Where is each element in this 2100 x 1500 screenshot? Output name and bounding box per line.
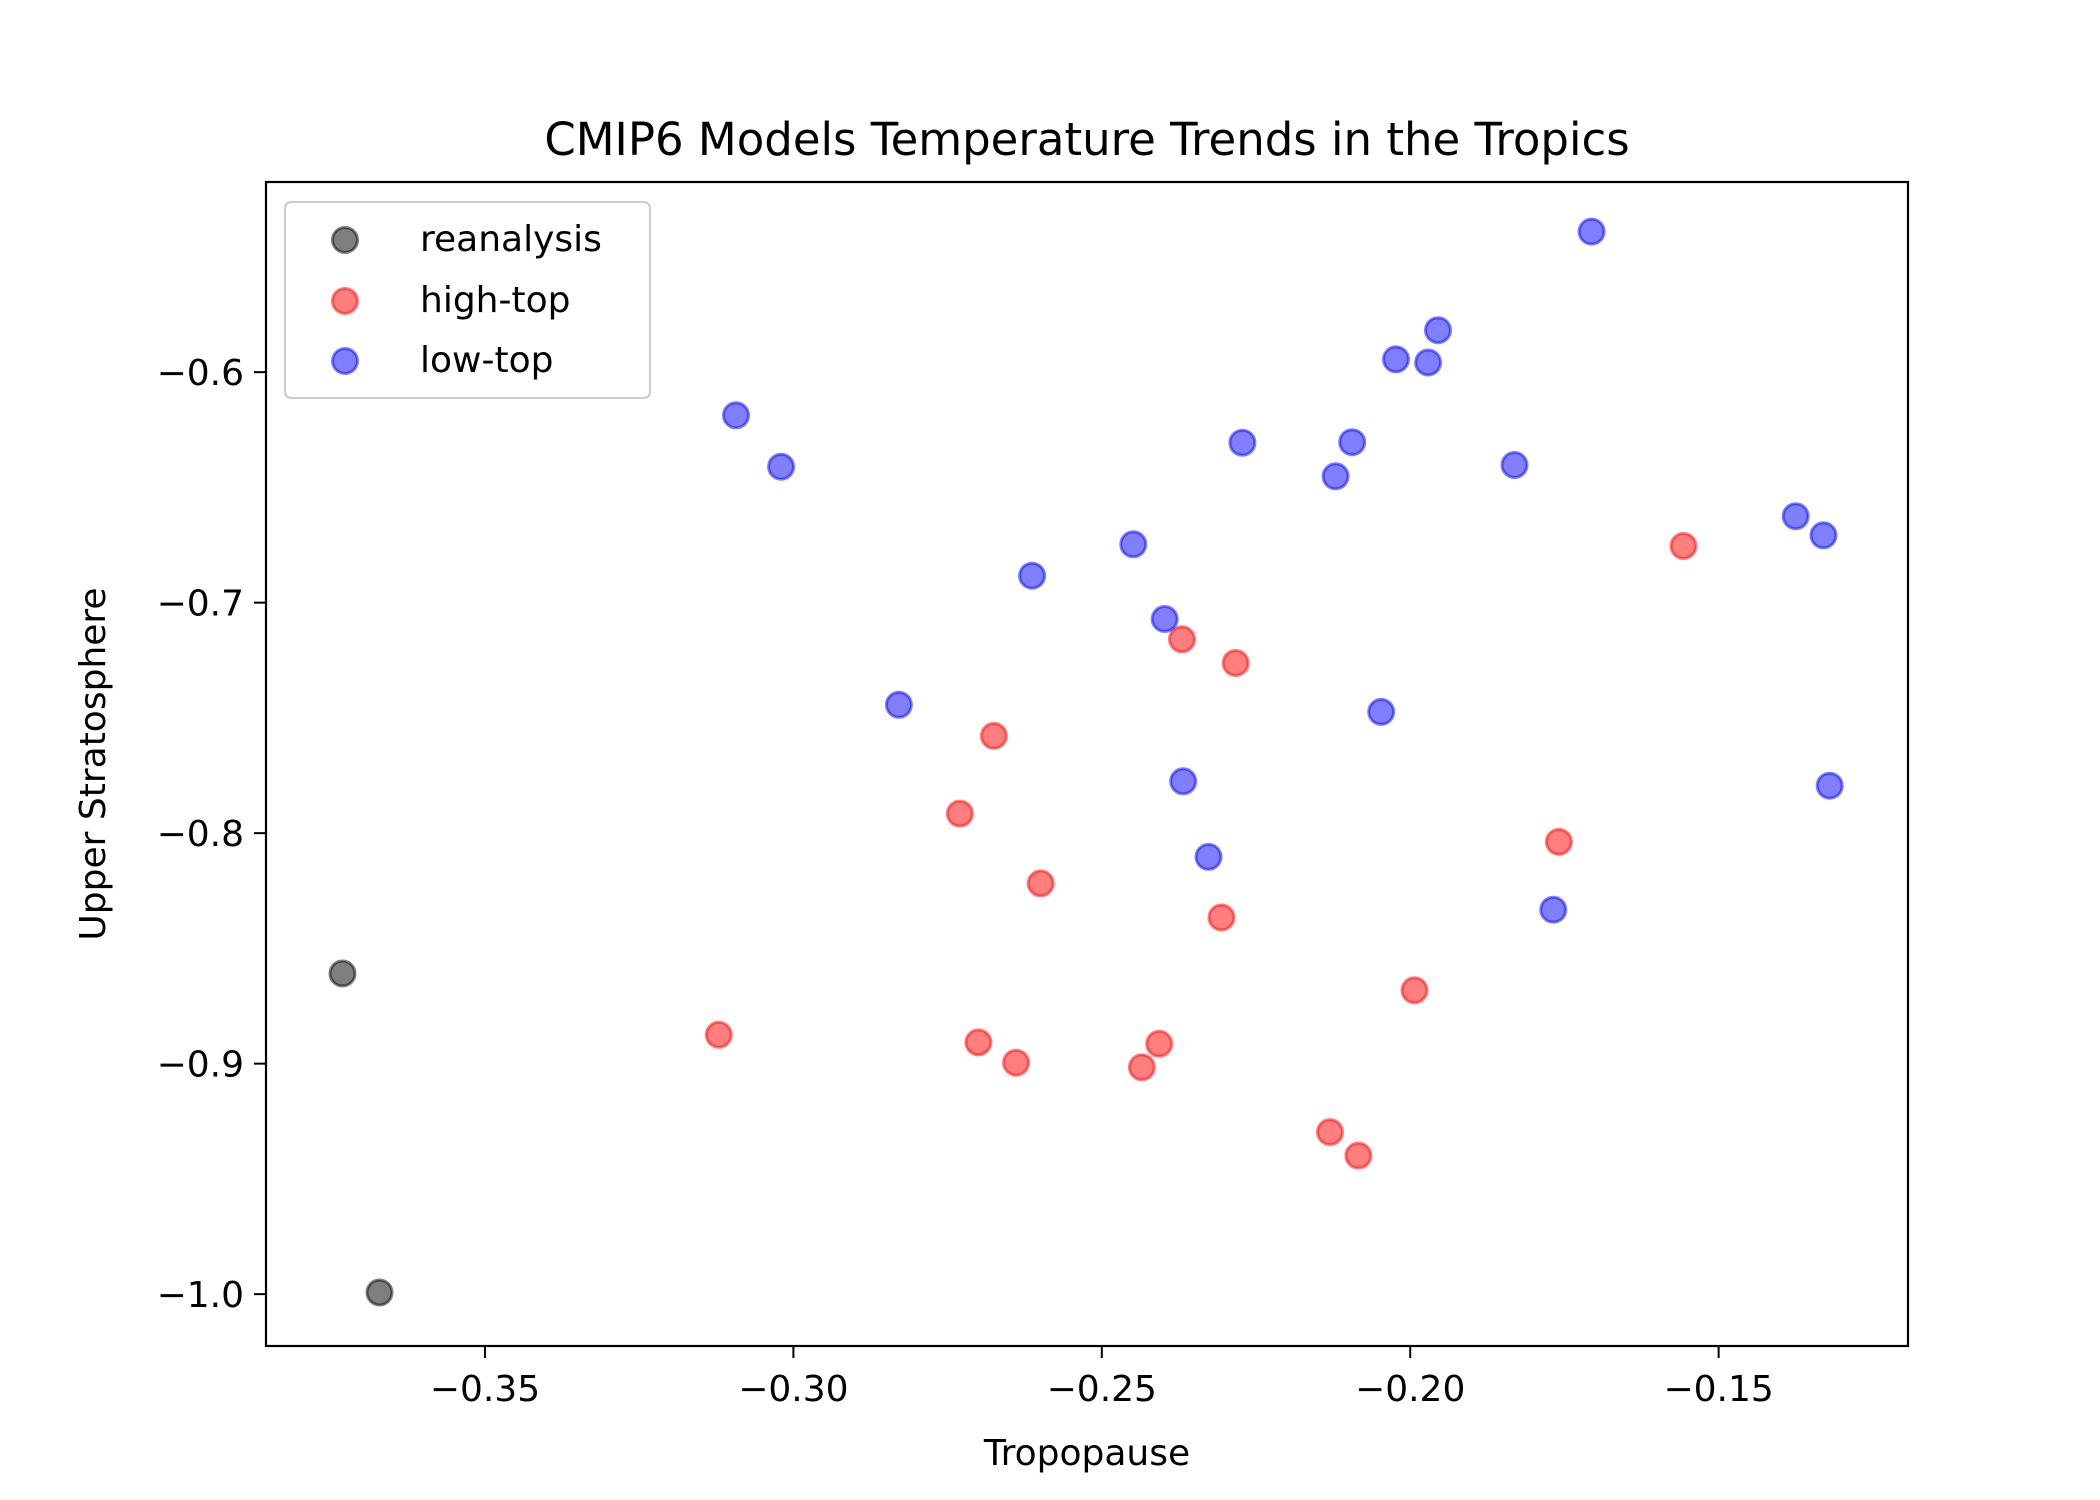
- data-point-high-top: [945, 799, 974, 828]
- data-point-high-top: [964, 1028, 993, 1057]
- y-tick-label: −0.9: [157, 1045, 244, 1086]
- data-point-high-top: [1207, 903, 1236, 932]
- data-point-low-top: [1169, 767, 1198, 796]
- legend-marker-low-top: [331, 347, 359, 375]
- data-point-high-top: [1221, 649, 1250, 677]
- y-axis-label: Upper Stratosphere: [73, 587, 114, 940]
- data-point-low-top: [1018, 561, 1047, 590]
- data-point-low-top: [1577, 217, 1606, 246]
- x-tick-label: −0.15: [1663, 1369, 1773, 1410]
- y-tick-label: −0.7: [157, 584, 244, 625]
- series-low-top: [722, 217, 1844, 924]
- data-point-high-top: [1026, 869, 1055, 898]
- data-point-low-top: [1194, 842, 1223, 871]
- x-tick-label: −0.30: [738, 1369, 848, 1410]
- data-point-low-top: [1539, 895, 1568, 924]
- data-point-high-top: [1544, 827, 1573, 856]
- plot-frame: [264, 180, 1910, 1348]
- legend-marker-reanalysis: [331, 226, 359, 254]
- data-point-reanalysis: [328, 959, 357, 988]
- data-point-low-top: [1228, 428, 1257, 457]
- x-axis: −0.35 −0.30 −0.25 −0.20 −0.15: [430, 1346, 1774, 1410]
- data-point-high-top: [1002, 1048, 1031, 1077]
- data-point-high-top: [1344, 1141, 1373, 1170]
- legend-label-low-top: low-top: [420, 340, 553, 381]
- data-point-low-top: [767, 452, 796, 481]
- data-point-high-top: [1168, 625, 1196, 654]
- data-point-high-top: [1127, 1053, 1156, 1082]
- legend: reanalysis high-top low-top: [284, 201, 651, 399]
- data-point-high-top: [1400, 976, 1429, 1005]
- data-point-low-top: [1500, 451, 1529, 479]
- data-point-low-top: [722, 401, 750, 430]
- y-axis: −1.0 −0.9 −0.8 −0.7 −0.6: [157, 353, 266, 1316]
- x-axis-label: Tropopause: [983, 1433, 1190, 1474]
- data-point-low-top: [1150, 605, 1179, 633]
- legend-label-high-top: high-top: [420, 280, 570, 321]
- data-point-low-top: [884, 690, 913, 719]
- data-point-low-top: [1809, 521, 1838, 550]
- data-point-low-top: [1781, 502, 1810, 531]
- y-tick-label: −0.6: [157, 353, 244, 394]
- data-point-high-top: [704, 1020, 733, 1049]
- chart-title: CMIP6 Models Temperature Trends in the T…: [544, 113, 1629, 166]
- data-point-reanalysis: [365, 1278, 394, 1307]
- legend-box: [284, 201, 651, 399]
- y-tick-label: −1.0: [157, 1275, 244, 1316]
- data-point-low-top: [1367, 697, 1396, 726]
- x-tick-label: −0.20: [1355, 1369, 1465, 1410]
- data-point-high-top: [1669, 532, 1698, 560]
- y-tick-label: −0.8: [157, 814, 244, 855]
- x-tick-label: −0.35: [430, 1369, 540, 1410]
- data-point-low-top: [1424, 316, 1452, 345]
- data-point-low-top: [1815, 771, 1844, 800]
- series-high-top: [704, 532, 1698, 1170]
- series-reanalysis: [328, 959, 394, 1307]
- data-point-high-top: [979, 721, 1008, 750]
- data-point-low-top: [1321, 462, 1350, 491]
- data-point-low-top: [1414, 348, 1443, 377]
- data-point-high-top: [1316, 1118, 1344, 1147]
- legend-marker-high-top: [331, 287, 359, 315]
- data-point-low-top: [1338, 428, 1367, 457]
- data-point-high-top: [1145, 1029, 1174, 1058]
- legend-label-reanalysis: reanalysis: [420, 219, 602, 260]
- data-point-low-top: [1119, 530, 1148, 559]
- x-tick-label: −0.25: [1047, 1369, 1157, 1410]
- data-point-low-top: [1382, 345, 1410, 374]
- points-layer: [328, 217, 1844, 1307]
